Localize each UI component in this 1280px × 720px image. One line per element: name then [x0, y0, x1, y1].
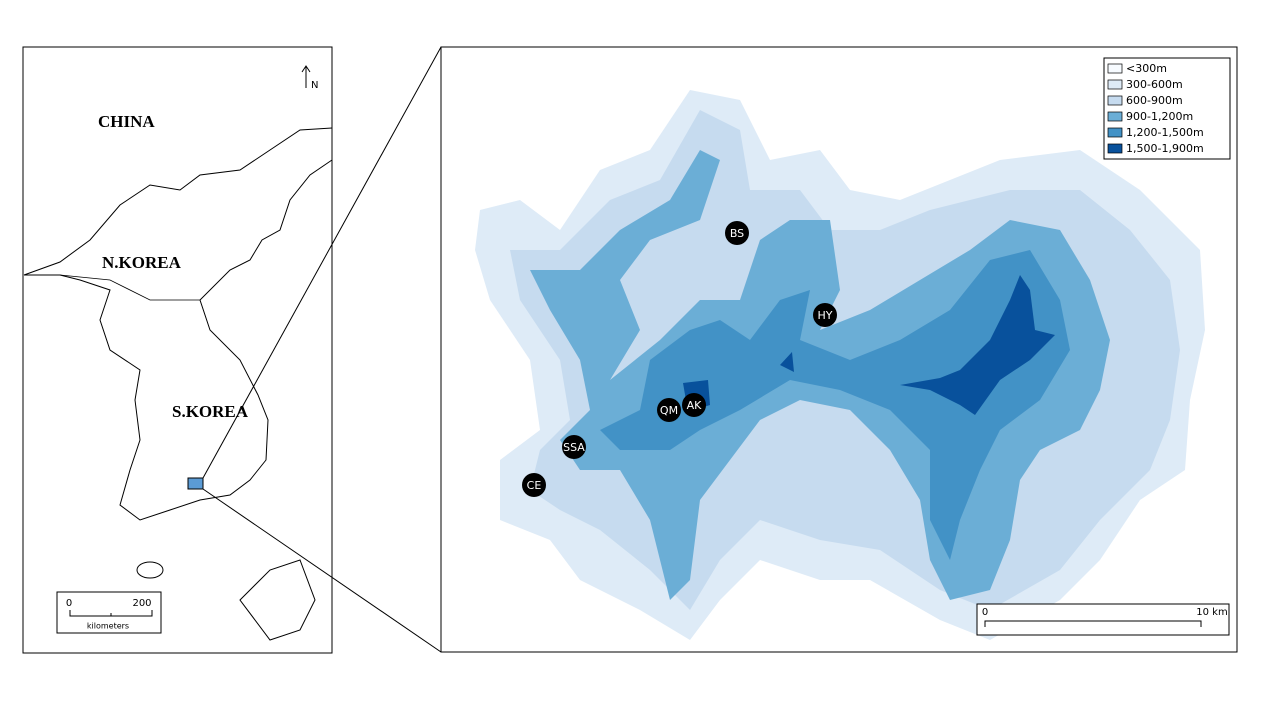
country-label: CHINA — [98, 112, 155, 131]
legend-label: 900-1,200m — [1126, 110, 1193, 123]
legend-label: <300m — [1126, 62, 1167, 75]
legend-swatch — [1107, 127, 1123, 138]
elevation-band — [900, 275, 1055, 415]
legend-swatch — [1107, 63, 1123, 74]
site-label: AK — [687, 399, 703, 412]
scale-bar — [69, 610, 153, 617]
site-marker — [562, 435, 586, 459]
north-arrow-head — [301, 65, 311, 73]
scale-label: 0 — [66, 598, 72, 609]
island — [136, 561, 164, 579]
site-label: QM — [660, 404, 678, 417]
site-label: CE — [527, 479, 542, 492]
site-marker — [813, 303, 837, 327]
legend-swatch — [1107, 111, 1123, 122]
scale-box — [976, 603, 1230, 636]
legend-label: 300-600m — [1126, 78, 1183, 91]
site-marker — [657, 398, 681, 422]
scale-label: 200 — [132, 598, 151, 609]
connector — [202, 488, 442, 653]
overview-frame — [22, 46, 333, 654]
scale-label: 0 — [982, 607, 988, 618]
north-label: N — [311, 80, 318, 91]
site-label: HY — [818, 309, 833, 322]
study-area-inset — [187, 477, 204, 490]
site-label: SSA — [563, 441, 585, 454]
border — [59, 274, 200, 301]
legend-swatch — [1107, 95, 1123, 106]
legend-swatch — [1107, 79, 1123, 90]
country-label: S.KOREA — [172, 402, 249, 421]
elevation-band — [780, 352, 794, 372]
scale-bar — [984, 620, 1202, 627]
site-marker — [725, 221, 749, 245]
legend-label: 1,500-1,900m — [1126, 142, 1204, 155]
japan-coast — [239, 559, 316, 641]
legend-swatch — [1107, 143, 1123, 154]
site-markers: BS HY AK QM SSA CE — [522, 221, 837, 497]
legend-label: 600-900m — [1126, 94, 1183, 107]
site-marker — [522, 473, 546, 497]
scale-unit: kilometers — [87, 622, 129, 631]
elevation-band — [600, 250, 1070, 560]
coastline — [23, 127, 333, 521]
site-label: BS — [730, 227, 744, 240]
connector — [202, 46, 442, 479]
site-marker — [682, 393, 706, 417]
legend-label: 1,200-1,500m — [1126, 126, 1204, 139]
scale-box — [56, 591, 162, 634]
scale-label: 10 km — [1196, 607, 1227, 618]
legend-box — [1103, 57, 1231, 160]
elevation-map — [475, 90, 1205, 640]
legend: <300m 300-600m 600-900m 900-1,200m 1,200-1,5… — [1107, 62, 1204, 155]
country-label: N.KOREA — [102, 253, 182, 272]
